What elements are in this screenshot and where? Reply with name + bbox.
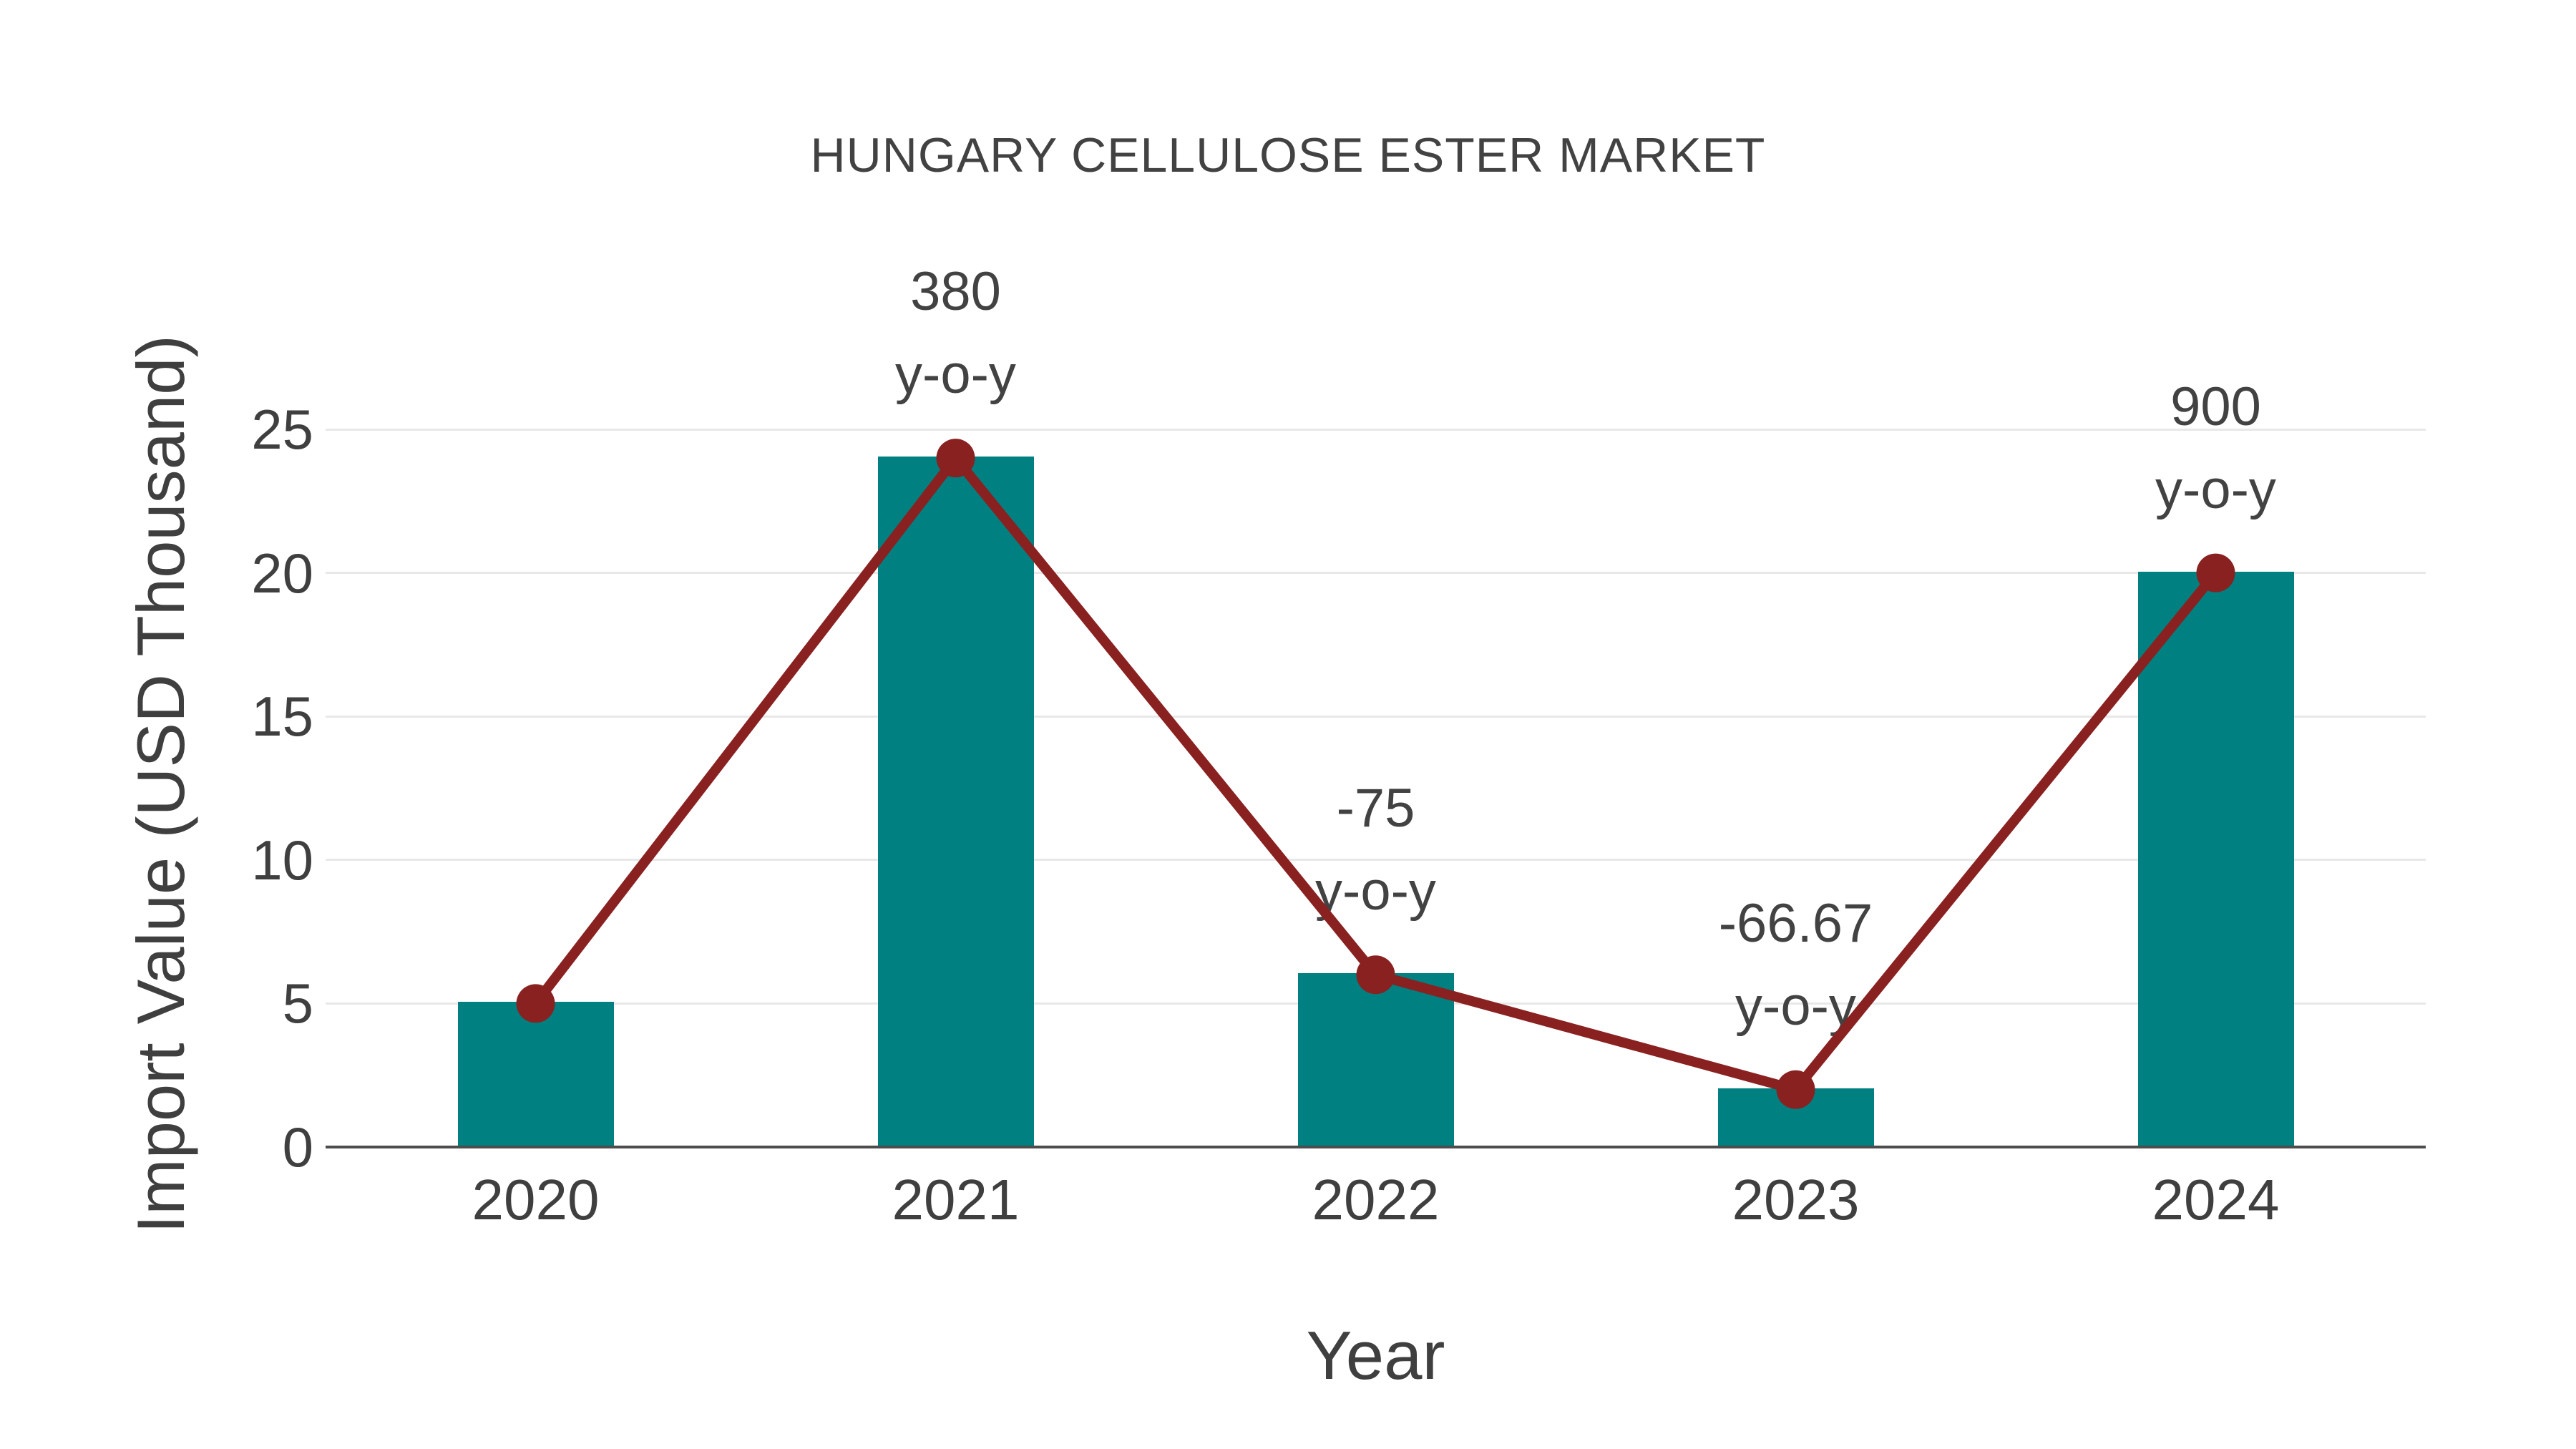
line-point-2020 xyxy=(516,984,555,1023)
x-axis-title: Year xyxy=(1306,1317,1445,1394)
annotation-suffix: y-o-y xyxy=(1735,975,1856,1037)
line-point-2023 xyxy=(1776,1070,1815,1109)
x-tick-label-2021: 2021 xyxy=(892,1168,1020,1231)
annotation-value: 380 xyxy=(910,261,1001,323)
annotation-suffix: y-o-y xyxy=(895,344,1016,406)
gridline-20 xyxy=(326,572,2426,575)
y-tick-label-20: 20 xyxy=(251,541,313,605)
plot-area: 380 y-o-y -75 y-o-y -66.67 y-o-y 900 y-o-y xyxy=(326,261,2426,1148)
x-tick-label-2024: 2024 xyxy=(2152,1168,2280,1231)
bar-2024 xyxy=(2137,571,2294,1146)
line-point-2024 xyxy=(2196,553,2235,592)
y-tick-label-10: 10 xyxy=(251,828,313,892)
annotation-value: -75 xyxy=(1336,778,1415,839)
y-tick-label-15: 15 xyxy=(251,685,313,748)
gridline-10 xyxy=(326,859,2426,862)
y-tick-label-25: 25 xyxy=(251,398,313,462)
x-tick-label-2023: 2023 xyxy=(1732,1168,1860,1231)
line-point-2022 xyxy=(1356,955,1395,995)
annotation-2022: -75 y-o-y xyxy=(1147,767,1605,933)
bar-2020 xyxy=(457,1002,614,1146)
annotation-value: -66.67 xyxy=(1718,892,1873,954)
yoy-line-path xyxy=(531,453,2220,1095)
x-tick-label-2022: 2022 xyxy=(1312,1168,1440,1231)
bar-2022 xyxy=(1297,973,1454,1146)
x-axis-line xyxy=(326,1146,2426,1148)
bar-2021 xyxy=(877,457,1034,1146)
line-series xyxy=(516,439,2235,1109)
line-point-2021 xyxy=(936,439,975,478)
y-axis-title: Import Value (USD Thousand) xyxy=(123,335,198,1234)
annotation-2023: -66.67 y-o-y xyxy=(1567,882,2025,1048)
y-tick-label-0: 0 xyxy=(282,1116,313,1179)
annotation-suffix: y-o-y xyxy=(2155,459,2276,520)
gridline-25 xyxy=(326,428,2426,431)
annotation-2024: 900 y-o-y xyxy=(1987,366,2445,532)
annotation-2021: 380 y-o-y xyxy=(727,250,1185,416)
y-tick-label-5: 5 xyxy=(282,972,313,1035)
x-tick-label-2020: 2020 xyxy=(472,1168,600,1231)
chart-title: HUNGARY CELLULOSE ESTER MARKET xyxy=(810,128,1766,182)
annotation-suffix: y-o-y xyxy=(1315,861,1436,922)
annotation-value: 900 xyxy=(2170,376,2261,437)
gridline-15 xyxy=(326,715,2426,718)
